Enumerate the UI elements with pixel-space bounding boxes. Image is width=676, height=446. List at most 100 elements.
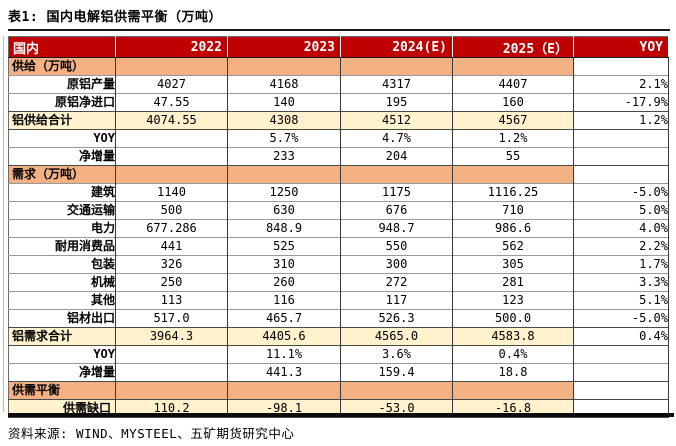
table-bottom-rule [8, 413, 674, 417]
table-row: 原铝产量 4027 4168 4317 4407 2.1% [8, 75, 669, 94]
column-header-2022: 2022 [115, 36, 228, 58]
table-row: 净增量 233 204 55 [8, 147, 669, 166]
row-label: 净增量 [8, 147, 116, 166]
table-row: 铝需求合计 3964.3 4405.6 4565.0 4583.8 0.4% [8, 327, 669, 346]
cell-value: 233 [227, 147, 341, 166]
table-row: 供需平衡 [8, 381, 669, 400]
cell-value: 4317 [340, 75, 453, 94]
cell-value [340, 57, 453, 76]
cell-yoy-value [573, 129, 669, 148]
cell-yoy-value: 0.4% [573, 327, 669, 346]
column-header-2023: 2023 [227, 36, 341, 58]
cell-value: 18.8 [452, 363, 574, 382]
cell-value: 4074.55 [115, 111, 228, 130]
cell-yoy-value: 2.1% [573, 75, 669, 94]
cell-yoy-value: -17.9% [573, 93, 669, 112]
cell-value: 710 [452, 201, 574, 220]
row-label: 机械 [8, 273, 116, 292]
row-label: 铝需求合计 [8, 327, 116, 346]
cell-value: 11.1% [227, 345, 341, 364]
row-label: 原铝产量 [8, 75, 116, 94]
cell-value: 517.0 [115, 309, 228, 328]
cell-value: 116 [227, 291, 341, 310]
row-label: 包装 [8, 255, 116, 274]
cell-value: 1250 [227, 183, 341, 202]
table-header-row: 国内 2022 2023 2024(E) 2025（E） YOY [8, 36, 669, 58]
cell-value [227, 57, 341, 76]
cell-value [115, 147, 228, 166]
cell-value: 1175 [340, 183, 453, 202]
column-header-2025e: 2025（E） [452, 36, 574, 58]
cell-value: 4308 [227, 111, 341, 130]
cell-value: 630 [227, 201, 341, 220]
cell-value: 4567 [452, 111, 574, 130]
row-label: 铝供给合计 [8, 111, 116, 130]
cell-yoy-value: -5.0% [573, 183, 669, 202]
cell-yoy-value: 2.2% [573, 237, 669, 256]
cell-value: 4583.8 [452, 327, 574, 346]
row-label: 铝材出口 [8, 309, 116, 328]
cell-value: 500 [115, 201, 228, 220]
table-row: 净增量 441.3 159.4 18.8 [8, 363, 669, 382]
cell-value: 204 [340, 147, 453, 166]
cell-value: 260 [227, 273, 341, 292]
cell-yoy-value [573, 345, 669, 364]
cell-value [452, 381, 574, 400]
cell-value: 117 [340, 291, 453, 310]
cell-value: 113 [115, 291, 228, 310]
column-header-yoy: YOY [573, 36, 669, 58]
row-label: 原铝净进口 [8, 93, 116, 112]
row-label: 建筑 [8, 183, 116, 202]
cell-value [115, 57, 228, 76]
table-row: 电力 677.286 848.9 948.7 986.6 4.0% [8, 219, 669, 238]
cell-yoy-value [573, 57, 669, 76]
cell-value: 4512 [340, 111, 453, 130]
cell-value: 123 [452, 291, 574, 310]
cell-value [452, 165, 574, 184]
cell-value [115, 165, 228, 184]
cell-value [227, 165, 341, 184]
table-row: YOY 11.1% 3.6% 0.4% [8, 345, 669, 364]
row-label: 其他 [8, 291, 116, 310]
row-label: 交通运输 [8, 201, 116, 220]
row-label: 耐用消费品 [8, 237, 116, 256]
page-title: 表1: 国内电解铝供需平衡（万吨） [8, 10, 222, 25]
row-label: 净增量 [8, 363, 116, 382]
cell-value: 305 [452, 255, 574, 274]
cell-value [227, 381, 341, 400]
table-row: 原铝净进口 47.55 140 195 160 -17.9% [8, 93, 669, 112]
cell-value: 500.0 [452, 309, 574, 328]
cell-value [115, 129, 228, 148]
left-gutter-line [3, 36, 4, 412]
table-row: 交通运输 500 630 676 710 5.0% [8, 201, 669, 220]
cell-value: 4168 [227, 75, 341, 94]
cell-value: 250 [115, 273, 228, 292]
table-row: 铝材出口 517.0 465.7 526.3 500.0 -5.0% [8, 309, 669, 328]
table-row: YOY 5.7% 4.7% 1.2% [8, 129, 669, 148]
cell-value: 0.4% [452, 345, 574, 364]
source-note: 资料来源: WIND、MYSTEEL、五矿期货研究中心 [8, 426, 295, 441]
column-header-2024e: 2024(E) [340, 36, 453, 58]
title-separator-line [8, 29, 670, 31]
cell-value: 526.3 [340, 309, 453, 328]
cell-yoy-value [573, 363, 669, 382]
cell-value: 3.6% [340, 345, 453, 364]
table-row: 铝供给合计 4074.55 4308 4512 4567 1.2% [8, 111, 669, 130]
row-label: YOY [8, 345, 116, 364]
cell-value: 986.6 [452, 219, 574, 238]
row-label: YOY [8, 129, 116, 148]
cell-yoy-value: 5.0% [573, 201, 669, 220]
table-row: 需求（万吨） [8, 165, 669, 184]
cell-value [115, 363, 228, 382]
cell-value: 4405.6 [227, 327, 341, 346]
cell-value: 310 [227, 255, 341, 274]
cell-value: 1116.25 [452, 183, 574, 202]
row-label: 供需平衡 [8, 381, 116, 400]
table-body: 供给（万吨） 原铝产量 4027 4168 4317 4407 2.1% 原铝净进口 47.55… [8, 57, 669, 418]
cell-value: 677.286 [115, 219, 228, 238]
table-row: 建筑 1140 1250 1175 1116.25 -5.0% [8, 183, 669, 202]
row-label: 电力 [8, 219, 116, 238]
cell-value: 272 [340, 273, 453, 292]
table-row: 包装 326 310 300 305 1.7% [8, 255, 669, 274]
cell-yoy-value: 4.0% [573, 219, 669, 238]
